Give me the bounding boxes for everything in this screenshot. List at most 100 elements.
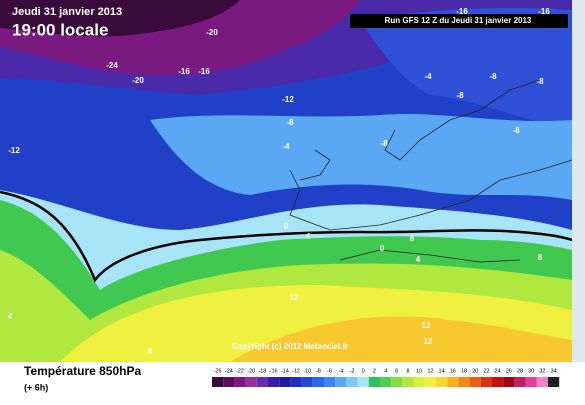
scale-tick-label: 20 — [472, 368, 478, 374]
contour-label: 4 — [306, 232, 311, 241]
contour-label: -16 — [456, 7, 468, 16]
scale-swatch — [268, 377, 280, 387]
coldest-region — [0, 0, 240, 37]
scale-swatch — [335, 377, 347, 387]
scale-tick-label: -10 — [303, 368, 311, 374]
scale-tick-label: 22 — [483, 368, 489, 374]
contour-label: 8 — [410, 234, 415, 243]
scandinavia-region — [360, 8, 572, 131]
contour-label: -8 — [456, 91, 464, 100]
hot-region — [230, 316, 572, 362]
scale-swatch — [480, 377, 492, 387]
contour-label: 8 — [538, 253, 543, 262]
scale-tick-label: 24 — [495, 368, 501, 374]
contour-label: -20 — [132, 76, 144, 85]
scale-swatch — [368, 377, 380, 387]
contour-label: -16 — [538, 7, 550, 16]
scale-tick-label: -26 — [214, 368, 222, 374]
scale-tick-label: -24 — [225, 368, 233, 374]
contour-label: 0 — [380, 244, 385, 253]
contour-label: 12 — [290, 293, 299, 302]
time: 19:00 locale — [12, 20, 108, 39]
scale-tick-label: 18 — [461, 368, 467, 374]
contour-label: -8 — [536, 77, 544, 86]
contour-label: 4 — [8, 312, 13, 321]
scale-tick-label: -16 — [270, 368, 278, 374]
scale-swatch — [436, 377, 448, 387]
scale-swatch — [536, 377, 548, 387]
scale-swatch — [402, 377, 414, 387]
scale-swatch — [469, 377, 481, 387]
scale-swatch — [245, 377, 257, 387]
scale-tick-label: 34 — [551, 368, 557, 374]
scale-tick-label: 8 — [406, 368, 409, 374]
scale-swatch — [424, 377, 436, 387]
scale-swatch — [503, 377, 515, 387]
scale-tick-label: -20 — [247, 368, 255, 374]
contour-label: -12 — [282, 95, 294, 104]
contour-label: 0 — [284, 222, 289, 231]
scale-tick-label: 6 — [395, 368, 398, 374]
scale-swatch — [357, 377, 369, 387]
contour-label: -24 — [106, 61, 118, 70]
contour-label: -8 — [380, 139, 388, 148]
scale-tick-label: -6 — [327, 368, 332, 374]
contour-label: -16 — [198, 67, 210, 76]
scale-tick-label: 32 — [539, 368, 545, 374]
footer-title: Température 850hPa — [24, 364, 141, 378]
scale-tick-label: -4 — [338, 368, 343, 374]
scale-swatch — [256, 377, 268, 387]
scale-swatch — [525, 377, 537, 387]
footer-step: (+ 6h) — [24, 382, 48, 392]
scale-swatch — [212, 377, 224, 387]
scale-swatch — [324, 377, 336, 387]
scale-tick-label: 28 — [517, 368, 523, 374]
scale-swatch — [548, 377, 560, 387]
scale-swatch — [279, 377, 291, 387]
contour-labels: -20 -24 -20 -16 -16 -16 -16 -12 -12 -8 -8 -8 -8 -8 -8 -… — [8, 7, 551, 356]
scale-tick-label: -18 — [258, 368, 266, 374]
contour-label: 12 — [424, 337, 433, 346]
scale-tick-label: 30 — [528, 368, 534, 374]
scale-swatch — [380, 377, 392, 387]
contour-label: 4 — [416, 255, 421, 264]
contour-label: -16 — [178, 67, 190, 76]
scale-swatch — [301, 377, 313, 387]
map — [0, 0, 572, 362]
scale-tick-label: -2 — [350, 368, 355, 374]
scale-swatch — [514, 377, 526, 387]
scale-swatch — [492, 377, 504, 387]
run-info: Run GFS 12 Z du Jeudi 31 janvier 2013 — [385, 16, 532, 25]
scale-tick-label: 16 — [450, 368, 456, 374]
date: Jeudi 31 janvier 2013 — [12, 6, 122, 18]
scale-swatch — [413, 377, 425, 387]
scale-tick-label: -12 — [292, 368, 300, 374]
scale-tick-label: -8 — [316, 368, 321, 374]
contour-label: -8 — [489, 72, 497, 81]
right-strip — [572, 0, 585, 362]
scale-tick-label: 12 — [427, 368, 433, 374]
scale-tick-label: 0 — [362, 368, 365, 374]
contour-label: -20 — [206, 28, 218, 37]
scale-tick-label: -14 — [281, 368, 289, 374]
scale-tick-label: 4 — [384, 368, 387, 374]
scale-swatch — [223, 377, 235, 387]
scale-tick-label: 26 — [506, 368, 512, 374]
zero-isotherm — [0, 190, 572, 283]
coastlines — [289, 79, 572, 263]
scale-swatch — [346, 377, 358, 387]
scale-swatch — [391, 377, 403, 387]
scale-tick-label: 2 — [373, 368, 376, 374]
contour-label: 8 — [148, 347, 153, 356]
mild-cold-region — [150, 113, 572, 200]
contour-label: -4 — [424, 72, 432, 81]
scale-swatch — [234, 377, 246, 387]
scale-tick-label: -22 — [236, 368, 244, 374]
copyright: Copyright (c) 2012 Meteociel.fr — [232, 342, 348, 351]
run-box — [350, 14, 568, 28]
scale-swatch — [458, 377, 470, 387]
scale-tick-label: 10 — [416, 368, 422, 374]
scale-swatch — [312, 377, 324, 387]
